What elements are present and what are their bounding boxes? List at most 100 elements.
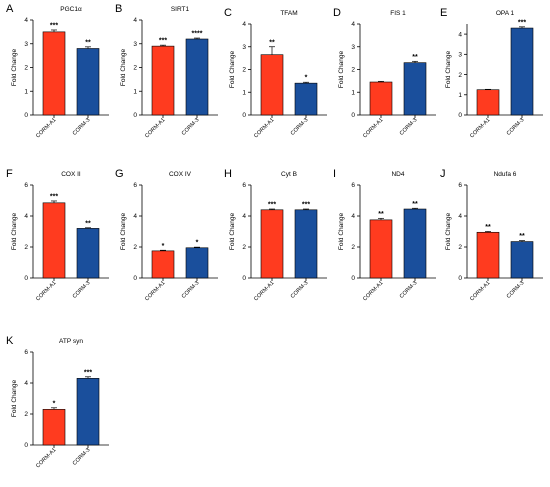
y-tick-label: 1 [24, 88, 28, 95]
y-tick-label: 1 [242, 89, 246, 96]
bar-corm-3 [510, 241, 534, 279]
y-tick-label: 6 [24, 182, 28, 189]
bar-corm-a1 [476, 89, 500, 116]
y-tick-label: 0 [458, 275, 462, 282]
x-tick-label: CORM-A1 [35, 280, 57, 302]
panel-title: PGC1α [60, 6, 82, 13]
significance-label: ** [412, 54, 418, 61]
y-tick-label: 6 [458, 182, 462, 189]
y-tick-label: 0 [351, 112, 355, 119]
x-tick-label: CORM-A1 [362, 117, 384, 139]
chart-panel-g: G COX IV Fold Change 0 2 4 6 * CORM-A1 * CORM-3 [115, 168, 218, 302]
chart-panel-f: F COX II Fold Change 0 2 4 6 *** CORM-A1 ** CORM-3 [6, 168, 109, 302]
bar-corm-3 [403, 62, 427, 116]
x-tick-label: CORM-3 [506, 117, 526, 137]
significance-label: *** [159, 38, 167, 45]
y-tick-label: 0 [24, 275, 28, 282]
significance-label: *** [518, 19, 526, 26]
y-tick-label: 2 [133, 65, 137, 72]
significance-label: ** [85, 220, 91, 227]
y-tick-label: 4 [458, 31, 462, 38]
bar-corm-a1 [369, 219, 393, 279]
x-tick-label: CORM-3 [290, 280, 310, 300]
panel-title: OPA 1 [496, 10, 515, 17]
x-tick-label: CORM-3 [72, 447, 92, 467]
bar-corm-a1 [476, 231, 500, 279]
y-tick-label: 2 [24, 244, 28, 251]
bar-corm-a1 [260, 54, 284, 116]
significance-label: **** [192, 31, 203, 38]
y-tick-label: 0 [133, 275, 137, 282]
y-tick-label: 3 [458, 52, 462, 59]
y-tick-label: 1 [133, 88, 137, 95]
panel-letter: D [333, 7, 341, 19]
y-axis-label: Fold Change [445, 51, 452, 89]
x-tick-label: CORM-3 [399, 280, 419, 300]
significance-label: ** [485, 224, 491, 231]
bar-corm-3 [76, 48, 100, 116]
x-tick-label: CORM-A1 [144, 117, 166, 139]
chart-panel-d: D FIS 1 Fold Change 0 1 2 3 4 CORM-A1 ** CORM-3 [333, 7, 436, 139]
panel-title: Cyt B [281, 171, 297, 178]
bar-corm-a1 [151, 45, 175, 116]
y-tick-label: 4 [351, 213, 355, 220]
significance-label: *** [84, 369, 92, 376]
y-tick-label: 2 [351, 67, 355, 74]
chart-panel-e: E OPA 1 Fold Change 0 1 2 3 4 CORM-A1 *** CORM-3 [440, 7, 543, 139]
bar-corm-3 [294, 209, 318, 279]
panel-letter: I [333, 168, 336, 180]
x-tick-label: CORM-A1 [35, 447, 57, 469]
y-tick-label: 6 [242, 182, 246, 189]
panel-title: ATP syn [59, 338, 83, 345]
x-tick-label: CORM-3 [181, 280, 201, 300]
x-tick-label: CORM-3 [72, 117, 92, 137]
y-axis-label: Fold Change [120, 213, 127, 251]
panel-letter: C [224, 7, 232, 19]
significance-label: ** [412, 201, 418, 208]
x-tick-label: CORM-A1 [253, 117, 275, 139]
panel-letter: F [6, 168, 13, 180]
significance-label: *** [302, 202, 310, 209]
y-tick-label: 0 [133, 112, 137, 119]
y-tick-label: 6 [133, 182, 137, 189]
panel-title: COX IV [169, 171, 192, 178]
x-tick-label: CORM-3 [72, 280, 92, 300]
y-tick-label: 0 [458, 112, 462, 119]
y-tick-label: 1 [458, 92, 462, 99]
y-axis-label: Fold Change [11, 49, 18, 87]
significance-label: ** [85, 39, 91, 46]
bar-corm-3 [185, 38, 209, 116]
y-tick-label: 0 [242, 112, 246, 119]
chart-panel-c: C TFAM Fold Change 0 1 2 3 4 ** CORM-A1 * CORM-3 [224, 7, 327, 139]
panel-title: Ndufa 6 [494, 171, 517, 178]
y-tick-label: 4 [24, 17, 28, 24]
bar-corm-a1 [151, 250, 175, 279]
panel-title: ND4 [391, 171, 404, 178]
y-axis-label: Fold Change [338, 213, 345, 251]
panel-letter: H [224, 168, 232, 180]
x-tick-label: CORM-3 [399, 117, 419, 137]
x-tick-label: CORM-A1 [362, 280, 384, 302]
y-tick-label: 0 [24, 112, 28, 119]
y-tick-label: 2 [133, 244, 137, 251]
y-tick-label: 4 [242, 213, 246, 220]
y-tick-label: 4 [133, 213, 137, 220]
y-tick-label: 0 [351, 275, 355, 282]
chart-panel-h: H Cyt B Fold Change 0 2 4 6 *** CORM-A1 *** CORM-3 [224, 168, 327, 302]
x-tick-label: CORM-A1 [144, 280, 166, 302]
bar-corm-3 [294, 82, 318, 116]
y-tick-label: 4 [24, 380, 28, 387]
bar-corm-3 [76, 378, 100, 446]
y-tick-label: 2 [24, 411, 28, 418]
y-axis-label: Fold Change [338, 51, 345, 89]
y-axis-label: Fold Change [11, 213, 18, 251]
panel-letter: G [115, 168, 124, 180]
y-axis-label: Fold Change [11, 380, 18, 418]
y-tick-label: 0 [242, 275, 246, 282]
x-tick-label: CORM-A1 [253, 280, 275, 302]
significance-label: * [196, 240, 199, 247]
x-tick-label: CORM-A1 [469, 117, 491, 139]
bar-corm-3 [185, 247, 209, 279]
panel-letter: K [6, 335, 14, 347]
